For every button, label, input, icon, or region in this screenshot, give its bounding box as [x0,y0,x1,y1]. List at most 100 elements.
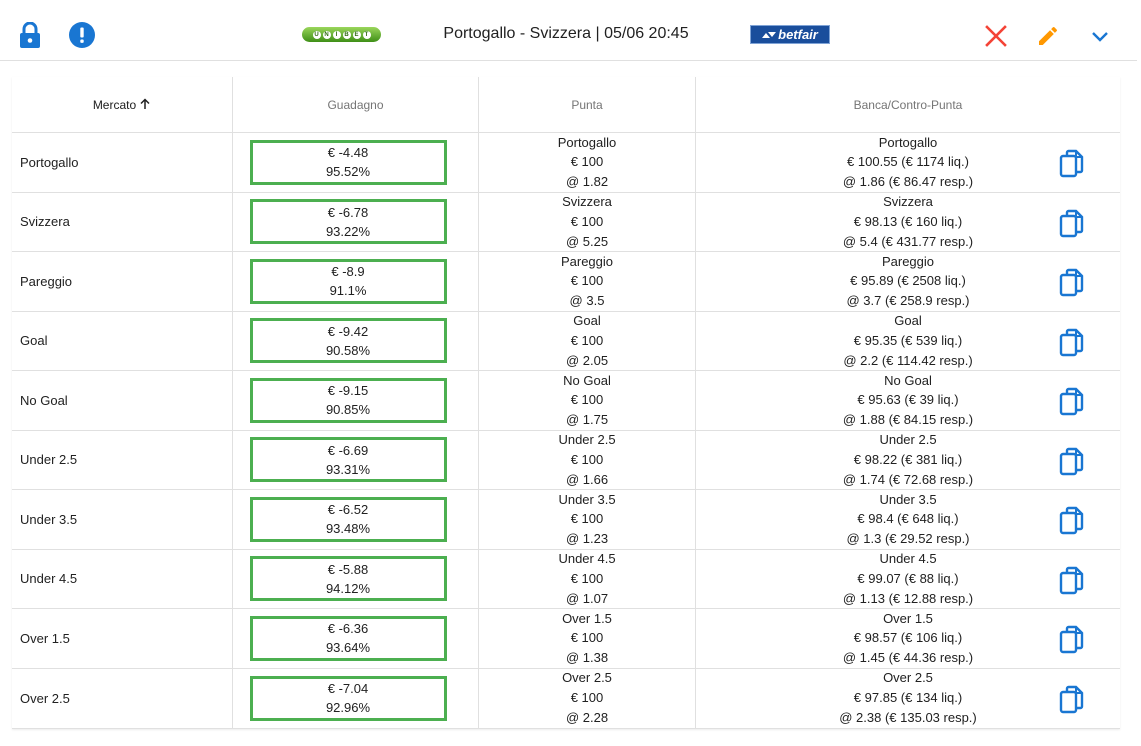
banca-stake: € 95.63 (€ 39 liq.) [857,392,959,408]
banca-odds: @ 1.45 (€ 44.36 resp.) [842,650,974,666]
punta-cell: Under 2.5 € 100 @ 1.66 [479,430,696,489]
copy-icon[interactable] [1056,624,1088,656]
gain-percent: 90.58% [325,342,371,358]
punta-stake: € 100 [570,570,604,586]
punta-odds: @ 3.5 [569,293,605,309]
gain-box: € -8.9 91.1% [249,258,447,304]
gain-amount: € -4.48 [327,145,369,161]
punta-selection: Over 2.5 [562,670,612,686]
banca-stake: € 98.57 (€ 106 liq.) [853,630,963,646]
gain-percent: 90.85% [325,402,371,418]
table-header: Mercato Guadagno Punta Banca/Contro-Punt… [12,77,1120,133]
chevron-down-icon[interactable] [1084,20,1116,52]
punta-stake: € 100 [570,511,604,527]
pencil-icon[interactable] [1032,20,1064,52]
markets-table: Mercato Guadagno Punta Banca/Contro-Punt… [12,77,1120,729]
gain-cell: € -6.78 93.22% [233,192,479,251]
copy-icon[interactable] [1056,327,1088,359]
punta-selection: Under 2.5 [558,432,616,448]
copy-icon[interactable] [1056,386,1088,418]
gain-box: € -9.42 90.58% [249,318,447,364]
punta-cell: Pareggio € 100 @ 3.5 [479,252,696,311]
banca-odds: @ 3.7 (€ 258.9 resp.) [846,293,970,309]
punta-odds: @ 2.05 [565,352,609,368]
gain-amount: € -9.42 [327,323,369,339]
gain-cell: € -6.36 93.64% [233,609,479,668]
copy-icon[interactable] [1056,267,1088,299]
market-name: Under 2.5 [12,430,233,489]
punta-stake: € 100 [570,690,604,706]
gain-cell: € -8.9 91.1% [233,252,479,311]
betfair-logo-text: betfair [778,27,818,42]
banca-selection: Under 2.5 [879,432,937,448]
column-header-punta[interactable]: Punta [479,77,696,133]
market-name: Over 2.5 [12,668,233,728]
gain-amount: € -7.04 [327,681,369,696]
punta-selection: No Goal [563,372,611,388]
banca-selection: No Goal [884,372,932,388]
gain-box: € -5.88 94.12% [249,556,447,602]
punta-odds: @ 1.66 [565,471,609,487]
punta-cell: Under 4.5 € 100 @ 1.07 [479,549,696,608]
column-header-mercato[interactable]: Mercato [12,77,233,133]
banca-selection: Under 4.5 [879,551,937,567]
banca-cell: Portogallo € 100.55 (€ 1174 liq.) @ 1.86 (… [696,133,1120,192]
lock-icon[interactable] [14,19,46,51]
gain-cell: € -5.88 94.12% [233,549,479,608]
column-header-guadagno[interactable]: Guadagno [233,77,479,133]
punta-selection: Over 1.5 [562,610,612,626]
gain-cell: € -4.48 95.52% [233,133,479,192]
punta-stake: € 100 [570,273,604,289]
column-header-mercato-label: Mercato [92,98,137,112]
gain-amount: € -5.88 [327,561,369,577]
match-title: Portogallo - Svizzera | 05/06 20:45 [443,25,689,42]
close-icon[interactable] [980,20,1012,52]
table-row: Pareggio € -8.9 91.1% Pareggio € 100 @ 3.5 Par… [12,252,1120,312]
copy-icon[interactable] [1056,148,1088,180]
gain-cell: € -6.52 93.48% [233,490,479,549]
banca-selection: Portogallo [878,134,938,150]
gain-box: € -6.78 93.22% [249,199,447,245]
alert-circle-icon[interactable] [66,19,98,51]
banca-selection: Pareggio [881,253,935,269]
punta-cell: Svizzera € 100 @ 5.25 [479,192,696,251]
banca-cell: Pareggio € 95.89 (€ 2508 liq.) @ 3.7 (€ 25… [696,252,1120,311]
table-row: Under 2.5 € -6.69 93.31% Under 2.5 € 100 @ 1.… [12,430,1120,490]
banca-stake: € 97.85 (€ 134 liq.) [853,690,963,706]
punta-stake: € 100 [570,392,604,408]
market-name: No Goal [12,371,233,430]
banca-cell: Goal € 95.35 (€ 539 liq.) @ 2.2 (€ 114.42 … [696,312,1120,371]
copy-icon[interactable] [1056,208,1088,240]
banca-stake: € 95.89 (€ 2508 liq.) [850,273,966,289]
copy-icon[interactable] [1056,505,1088,537]
punta-cell: Over 2.5 € 100 @ 2.28 [479,668,696,728]
copy-icon[interactable] [1056,684,1088,716]
gain-percent: 93.48% [325,521,371,537]
banca-cell: Over 1.5 € 98.57 (€ 106 liq.) @ 1.45 (€ 44… [696,609,1120,668]
betfair-arrows-icon [762,31,777,38]
banca-cell: Under 3.5 € 98.4 (€ 648 liq.) @ 1.3 (€ 29.… [696,490,1120,549]
gain-cell: € -9.15 90.85% [233,371,479,430]
copy-icon[interactable] [1056,446,1088,478]
market-name: Under 4.5 [12,549,233,608]
banca-cell: Under 4.5 € 99.07 (€ 88 liq.) @ 1.13 (€ 12… [696,550,1120,609]
gain-cell: € -9.42 90.58% [233,311,479,370]
punta-stake: € 100 [570,332,604,348]
punta-selection: Svizzera [562,194,612,210]
banca-selection: Over 2.5 [883,670,933,686]
gain-amount: € -6.36 [327,621,369,637]
punta-stake: € 100 [570,154,604,170]
copy-icon[interactable] [1056,565,1088,597]
gain-cell: € -7.04 92.96% [233,668,479,728]
banca-cell: Over 2.5 € 97.85 (€ 134 liq.) @ 2.38 (€ 13… [696,669,1120,728]
market-name: Under 3.5 [12,490,233,549]
banca-odds: @ 1.88 (€ 84.15 resp.) [842,412,974,428]
table-row: Portogallo € -4.48 95.52% Portogallo € 100 @ … [12,133,1120,193]
banca-stake: € 98.22 (€ 381 liq.) [853,451,963,467]
punta-odds: @ 1.07 [565,590,609,606]
gain-box: € -4.48 95.52% [249,139,447,185]
banca-selection: Under 3.5 [879,491,937,507]
column-header-banca[interactable]: Banca/Contro-Punta [853,98,963,112]
gain-box: € -6.36 93.64% [249,615,447,661]
